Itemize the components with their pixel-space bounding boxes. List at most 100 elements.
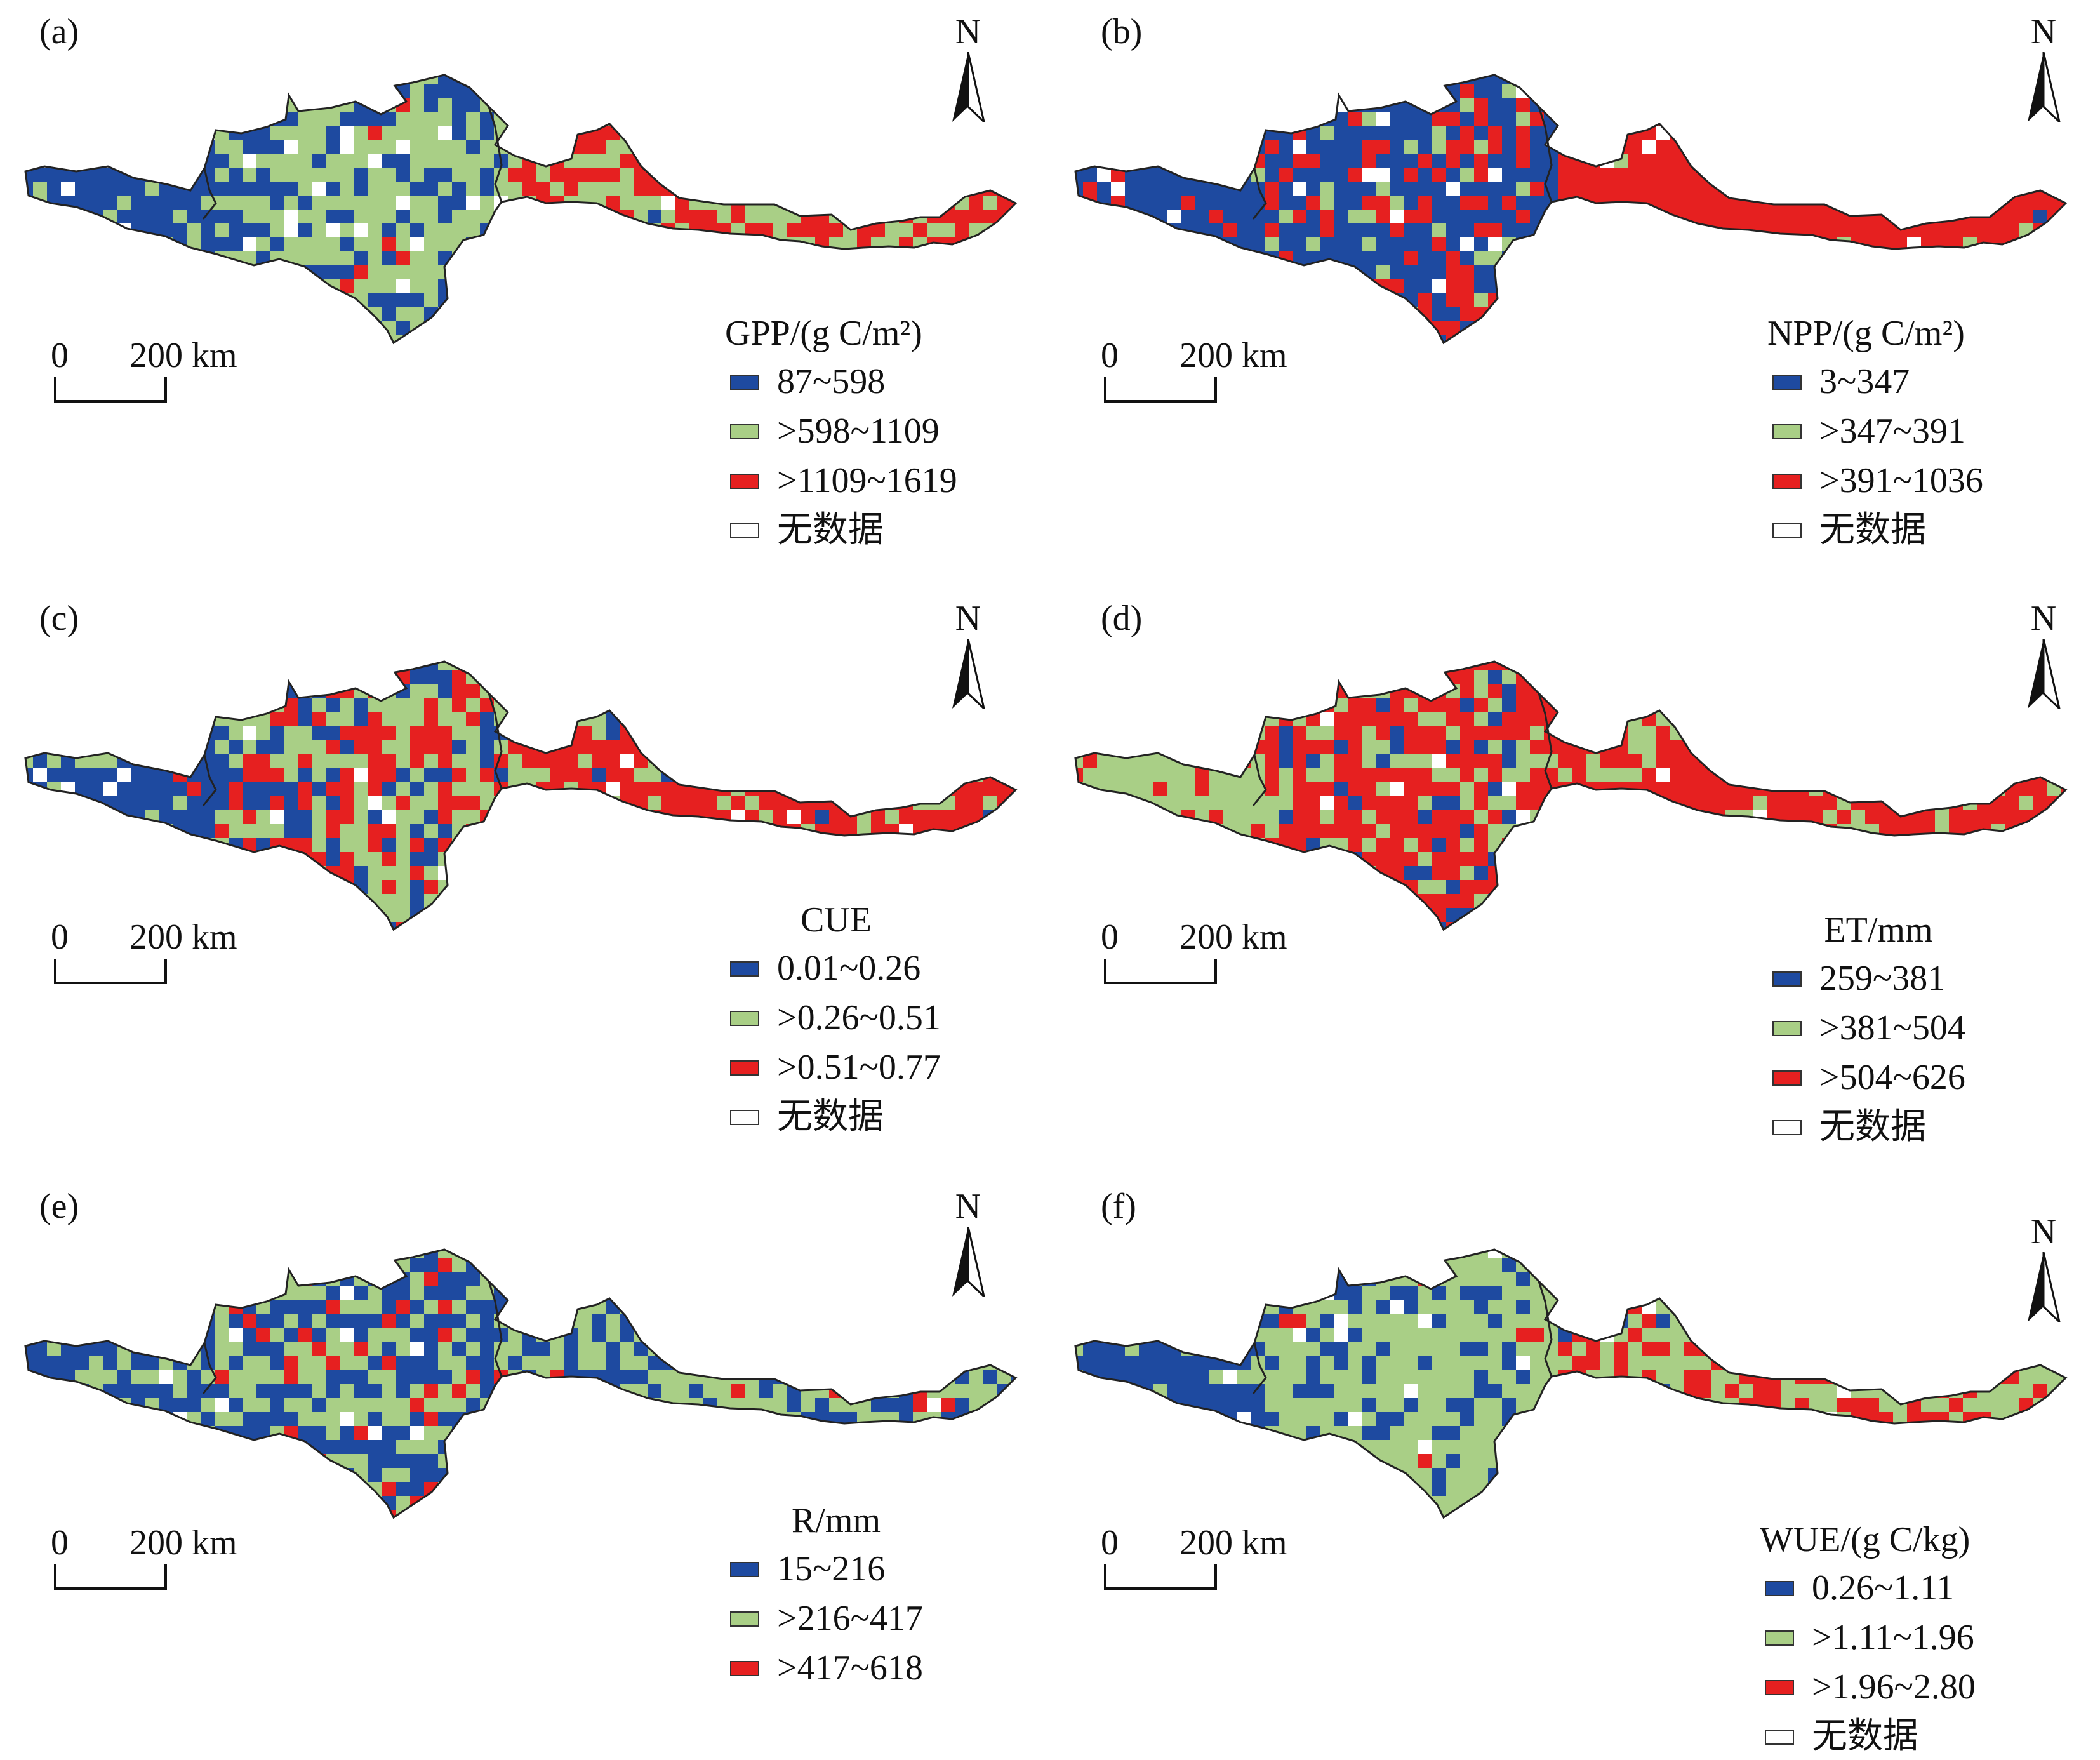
raster-cell [368, 75, 383, 84]
raster-cell [1935, 75, 1950, 84]
raster-cell [578, 922, 592, 930]
raster-cell [522, 838, 536, 853]
raster-cell [131, 112, 145, 126]
raster-cell [61, 251, 76, 266]
raster-cell [494, 265, 508, 280]
raster-cell [1767, 112, 1782, 126]
raster-cell [815, 112, 830, 126]
raster-cell [1195, 712, 1209, 727]
raster-cell [508, 84, 522, 98]
raster-cell [340, 182, 355, 196]
raster-cell [857, 237, 872, 252]
raster-cell [480, 908, 495, 923]
raster-cell [25, 98, 34, 112]
raster-cell [1600, 279, 1614, 294]
raster-cell [480, 321, 495, 336]
raster-cell [438, 824, 453, 839]
raster-cell [1795, 265, 1810, 280]
raster-cell [1223, 196, 1237, 210]
raster-cell [382, 726, 397, 741]
raster-cell [33, 237, 48, 252]
raster-cell [466, 908, 481, 923]
raster-cell [145, 196, 159, 210]
raster-cell [1684, 140, 1698, 154]
raster-cell [661, 936, 676, 950]
raster-cell [215, 712, 229, 727]
raster-cell [326, 922, 341, 930]
raster-cell [201, 98, 215, 112]
raster-cell [1558, 265, 1572, 280]
raster-cell [270, 852, 285, 867]
raster-cell [1237, 251, 1251, 266]
raster-cell [745, 293, 760, 308]
raster-cell [1893, 126, 1908, 140]
raster-cell [997, 866, 1011, 881]
raster-cell [983, 740, 997, 755]
raster-cell [1223, 112, 1237, 126]
raster-cell [997, 796, 1011, 811]
raster-cell [675, 168, 690, 182]
raster-cell [1921, 670, 1936, 685]
raster-cell [1139, 126, 1153, 140]
raster-cell [494, 908, 508, 923]
raster-cell [1739, 126, 1754, 140]
raster-cell [145, 237, 159, 252]
raster-cell [2075, 210, 2089, 224]
raster-cell [955, 880, 969, 895]
raster-cell [1083, 168, 1098, 182]
scale-bar: 0 200 km [44, 335, 237, 405]
raster-cell [1572, 182, 1586, 196]
raster-cell [131, 824, 145, 839]
raster-cell [1334, 182, 1349, 196]
raster-cell [1586, 112, 1600, 126]
raster-cell [229, 154, 243, 168]
raster-cell [466, 698, 481, 713]
raster-cell [1334, 662, 1349, 671]
raster-cell [899, 740, 914, 755]
raster-cell [452, 223, 467, 238]
raster-cell [536, 251, 550, 266]
raster-cell [201, 307, 215, 322]
raster-cell [1656, 154, 1670, 168]
raster-cell [689, 154, 704, 168]
raster-cell [969, 140, 983, 154]
raster-cell [1628, 684, 1642, 699]
raster-cell [1348, 140, 1363, 154]
raster-cell [145, 321, 159, 336]
raster-cell [47, 796, 62, 811]
raster-cell [1879, 237, 1894, 252]
legend-swatch [1772, 523, 1802, 538]
raster-cell [689, 712, 704, 727]
raster-cell [1879, 98, 1894, 112]
raster-cell [1991, 251, 2005, 266]
raster-cell [229, 670, 243, 685]
raster-cell [1139, 684, 1153, 699]
raster-cell [215, 293, 229, 308]
raster-cell [2005, 210, 2019, 224]
raster-cell [1907, 237, 1922, 252]
raster-cell [703, 880, 718, 895]
raster-cell [201, 852, 215, 867]
raster-cell [354, 196, 369, 210]
raster-cell [145, 251, 159, 266]
raster-cell [857, 726, 872, 741]
raster-cell [340, 321, 355, 336]
raster-cell [983, 852, 997, 867]
raster-cell [1011, 670, 1016, 685]
raster-cell [410, 852, 425, 867]
raster-cell [173, 307, 187, 322]
raster-cell [675, 335, 690, 343]
raster-cell [1209, 112, 1223, 126]
raster-cell [1111, 293, 1126, 308]
raster-cell [312, 168, 327, 182]
legend-label: >598~1109 [777, 411, 940, 451]
raster-cell [424, 154, 439, 168]
raster-cell [997, 662, 1011, 671]
raster-cell [675, 838, 690, 853]
raster-cell [215, 98, 229, 112]
raster-cell [382, 782, 397, 797]
raster-cell [787, 251, 802, 266]
raster-cell [941, 754, 955, 769]
raster-cell [1223, 98, 1237, 112]
raster-cell [745, 237, 760, 252]
